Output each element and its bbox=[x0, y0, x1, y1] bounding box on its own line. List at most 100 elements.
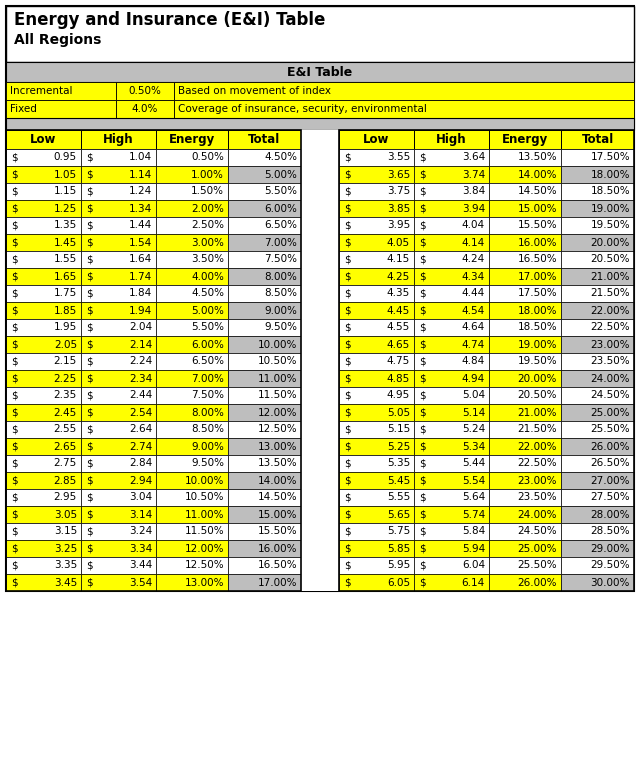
Text: 2.05: 2.05 bbox=[54, 339, 77, 349]
Text: 4.0%: 4.0% bbox=[132, 104, 158, 114]
Bar bbox=[156, 234, 228, 251]
Text: 8.00%: 8.00% bbox=[191, 407, 224, 418]
Text: 14.00%: 14.00% bbox=[518, 170, 557, 180]
Text: 0.95: 0.95 bbox=[54, 152, 77, 163]
Text: 29.00%: 29.00% bbox=[591, 543, 630, 553]
Text: $: $ bbox=[86, 356, 93, 367]
Text: $: $ bbox=[419, 170, 426, 180]
Text: $: $ bbox=[86, 458, 93, 469]
Text: 13.00%: 13.00% bbox=[257, 441, 297, 451]
Text: 16.50%: 16.50% bbox=[257, 561, 297, 571]
Bar bbox=[561, 574, 634, 591]
Bar bbox=[228, 166, 301, 183]
Text: $: $ bbox=[344, 305, 351, 316]
Text: 4.54: 4.54 bbox=[461, 305, 485, 316]
Text: 19.00%: 19.00% bbox=[591, 203, 630, 214]
Text: 1.95: 1.95 bbox=[54, 323, 77, 333]
Text: 2.24: 2.24 bbox=[129, 356, 152, 367]
Bar bbox=[81, 217, 156, 234]
Text: $: $ bbox=[419, 561, 426, 571]
Text: 4.00%: 4.00% bbox=[191, 272, 224, 282]
Text: Low: Low bbox=[30, 133, 57, 146]
Text: 5.14: 5.14 bbox=[461, 407, 485, 418]
Bar bbox=[81, 438, 156, 455]
Bar bbox=[414, 200, 489, 217]
Text: 5.44: 5.44 bbox=[461, 458, 485, 469]
Bar bbox=[489, 302, 561, 319]
Bar bbox=[6, 506, 81, 523]
Bar bbox=[301, 506, 339, 523]
Text: $: $ bbox=[11, 186, 18, 196]
Text: 4.24: 4.24 bbox=[461, 254, 485, 265]
Text: 3.85: 3.85 bbox=[387, 203, 410, 214]
Bar bbox=[301, 217, 339, 234]
Bar bbox=[339, 370, 414, 387]
Bar bbox=[489, 130, 561, 149]
Text: $: $ bbox=[11, 407, 18, 418]
Text: $: $ bbox=[344, 578, 351, 587]
Bar bbox=[339, 455, 414, 472]
Text: $: $ bbox=[11, 237, 18, 247]
Text: $: $ bbox=[86, 578, 93, 587]
Bar bbox=[81, 268, 156, 285]
Bar bbox=[116, 82, 174, 100]
Text: 19.50%: 19.50% bbox=[517, 356, 557, 367]
Bar bbox=[156, 557, 228, 574]
Text: 4.05: 4.05 bbox=[387, 237, 410, 247]
Bar bbox=[81, 302, 156, 319]
Text: $: $ bbox=[11, 476, 18, 486]
Text: $: $ bbox=[11, 170, 18, 180]
Bar bbox=[339, 319, 414, 336]
Bar bbox=[301, 387, 339, 404]
Bar bbox=[561, 387, 634, 404]
Bar bbox=[489, 421, 561, 438]
Text: $: $ bbox=[419, 425, 426, 435]
Text: 3.00%: 3.00% bbox=[191, 237, 224, 247]
Text: 1.35: 1.35 bbox=[54, 221, 77, 231]
Bar bbox=[561, 302, 634, 319]
Bar bbox=[228, 489, 301, 506]
Bar bbox=[6, 268, 81, 285]
Bar bbox=[228, 387, 301, 404]
Bar bbox=[81, 285, 156, 302]
Text: 12.50%: 12.50% bbox=[257, 425, 297, 435]
Bar bbox=[301, 557, 339, 574]
Bar bbox=[301, 472, 339, 489]
Bar bbox=[561, 336, 634, 353]
Text: 1.85: 1.85 bbox=[54, 305, 77, 316]
Text: 4.75: 4.75 bbox=[387, 356, 410, 367]
Text: 26.50%: 26.50% bbox=[590, 458, 630, 469]
Text: 16.00%: 16.00% bbox=[257, 543, 297, 553]
Bar bbox=[301, 130, 339, 149]
Bar bbox=[6, 336, 81, 353]
Text: 9.00%: 9.00% bbox=[191, 441, 224, 451]
Bar bbox=[6, 302, 81, 319]
Bar bbox=[339, 353, 414, 370]
Text: 4.65: 4.65 bbox=[387, 339, 410, 349]
Bar bbox=[489, 387, 561, 404]
Text: $: $ bbox=[344, 203, 351, 214]
Text: $: $ bbox=[344, 186, 351, 196]
Text: $: $ bbox=[11, 578, 18, 587]
Text: 18.00%: 18.00% bbox=[518, 305, 557, 316]
Text: $: $ bbox=[86, 254, 93, 265]
Bar bbox=[81, 336, 156, 353]
Text: $: $ bbox=[419, 323, 426, 333]
Bar bbox=[489, 472, 561, 489]
Text: $: $ bbox=[11, 254, 18, 265]
Text: $: $ bbox=[86, 323, 93, 333]
Text: $: $ bbox=[86, 272, 93, 282]
Text: $: $ bbox=[344, 476, 351, 486]
Text: 1.44: 1.44 bbox=[129, 221, 152, 231]
Bar bbox=[6, 421, 81, 438]
Text: 2.00%: 2.00% bbox=[191, 203, 224, 214]
Text: 23.50%: 23.50% bbox=[590, 356, 630, 367]
Text: Energy: Energy bbox=[169, 133, 215, 146]
Bar bbox=[339, 557, 414, 574]
Text: 12.00%: 12.00% bbox=[184, 543, 224, 553]
Bar bbox=[301, 421, 339, 438]
Bar bbox=[561, 251, 634, 268]
Text: 5.50%: 5.50% bbox=[191, 323, 224, 333]
Bar bbox=[81, 200, 156, 217]
Text: $: $ bbox=[419, 407, 426, 418]
